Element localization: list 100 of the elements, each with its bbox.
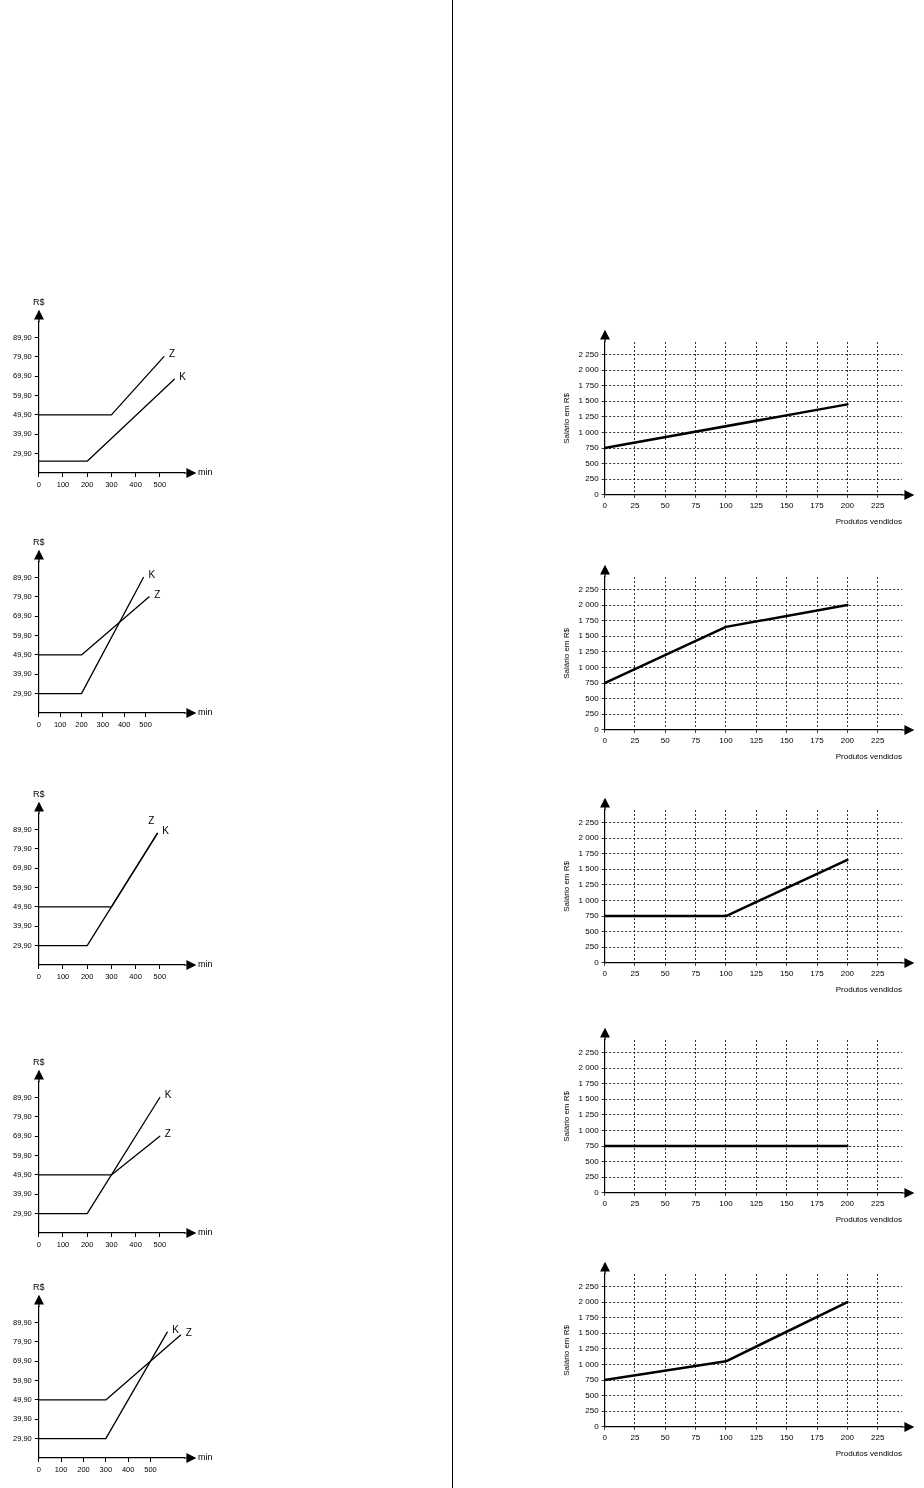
y-tick-label: 250: [585, 474, 600, 484]
series-label: Z: [154, 588, 161, 600]
y-tick-label: 750: [585, 678, 600, 688]
x-tick-label: 225: [871, 1432, 885, 1442]
series-label: K: [162, 825, 170, 837]
x-tick-label: 75: [691, 968, 701, 978]
x-tick-label: 200: [840, 968, 855, 978]
y-tick-label: 1 750: [578, 1078, 600, 1088]
x-tick-label: 200: [840, 1198, 855, 1208]
x-tick-label: 225: [871, 500, 885, 510]
x-tick-label: 75: [691, 500, 701, 510]
x-tick-label: 225: [871, 1198, 885, 1208]
x-tick-label: 150: [780, 1198, 794, 1208]
y-tick-label: 2 250: [578, 349, 600, 359]
x-axis-title: min: [198, 707, 213, 718]
y-tick-label: 1 500: [578, 631, 600, 641]
x-tick-label: 75: [691, 1432, 701, 1442]
x-tick-label: 25: [630, 1198, 640, 1208]
y-tick-label: 1 750: [578, 380, 600, 390]
series-label: Z: [185, 1326, 192, 1338]
y-tick-label: 500: [585, 926, 600, 936]
y-tick-label: 250: [585, 942, 600, 952]
y-tick-label: 1 000: [578, 662, 600, 672]
y-tick-label: 500: [585, 1390, 600, 1400]
x-axis-title: min: [198, 959, 213, 970]
y-tick-label: 2 250: [578, 584, 600, 594]
x-tick-label: 50: [660, 1198, 671, 1208]
series-label: K: [179, 371, 187, 383]
series-label: K: [172, 1323, 180, 1335]
x-tick-label: 25: [630, 1432, 640, 1442]
y-tick-label: 1 250: [578, 880, 600, 890]
x-tick-label: 25: [630, 735, 640, 745]
y-tick-label: 250: [585, 1172, 600, 1182]
y-tick-label: 1 000: [578, 427, 600, 437]
x-tick-label: 175: [810, 735, 825, 745]
y-tick-label: 2 000: [578, 365, 600, 375]
x-tick-label: 100: [719, 500, 734, 510]
y-axis-title: R$: [33, 1057, 45, 1068]
y-tick-label: 1 000: [578, 895, 600, 905]
y-tick-label: 2 000: [578, 1063, 600, 1073]
x-tick-label: 50: [660, 735, 671, 745]
y-axis-title: Salário em R$: [562, 392, 571, 444]
x-tick-label: 175: [810, 500, 825, 510]
series-label: Z: [168, 348, 176, 360]
x-tick-label: 50: [660, 500, 671, 510]
y-tick-label: 1 250: [578, 1110, 600, 1120]
x-tick-label: 75: [691, 735, 701, 745]
y-tick-label: 1 500: [578, 1094, 600, 1104]
y-tick-label: 1 750: [578, 615, 600, 625]
x-axis-title: Produtos vendidos: [835, 1215, 902, 1225]
x-tick-label: 0: [602, 1432, 608, 1442]
series-label: Z: [148, 815, 155, 827]
x-tick-label: 0: [602, 968, 608, 978]
x-tick-label: 175: [810, 968, 825, 978]
y-tick-label: 500: [585, 693, 600, 703]
y-tick-label: 2 000: [578, 1297, 600, 1307]
series-label: K: [164, 1089, 172, 1101]
x-axis-title: Produtos vendidos: [835, 1449, 902, 1459]
y-axis-title: R$: [33, 297, 45, 308]
y-axis-title: Salário em R$: [562, 627, 571, 679]
x-tick-label: 75: [691, 1198, 701, 1208]
y-tick-label: 1 250: [578, 1344, 600, 1354]
x-axis-title: Produtos vendidos: [835, 752, 902, 762]
x-tick-label: 200: [840, 735, 855, 745]
y-tick-label: 750: [585, 443, 600, 453]
x-axis-title: Produtos vendidos: [835, 985, 902, 995]
x-tick-label: 125: [749, 500, 764, 510]
x-tick-label: 200: [840, 1432, 855, 1442]
x-tick-label: 175: [810, 1432, 825, 1442]
x-tick-label: 100: [719, 1198, 734, 1208]
y-axis-title: R$: [33, 789, 45, 800]
y-tick-label: 0: [594, 490, 600, 499]
x-tick-label: 150: [780, 500, 794, 510]
y-tick-label: 2 250: [578, 817, 600, 827]
x-axis-title: min: [198, 467, 213, 478]
x-tick-label: 125: [749, 1198, 764, 1208]
y-tick-label: 1 250: [578, 647, 600, 657]
x-tick-label: 125: [749, 968, 764, 978]
x-tick-label: 225: [871, 735, 885, 745]
y-tick-label: 1 250: [578, 412, 600, 422]
series-label: K: [148, 569, 156, 581]
y-tick-label: 250: [585, 1406, 600, 1416]
y-tick-label: 1 000: [578, 1125, 600, 1135]
y-tick-label: 250: [585, 709, 600, 719]
y-axis-title: Salário em R$: [562, 1324, 571, 1376]
x-tick-label: 0: [602, 500, 608, 510]
y-tick-label: 2 000: [578, 600, 600, 610]
y-tick-label: 0: [594, 1188, 600, 1197]
y-tick-label: 750: [585, 1141, 600, 1151]
y-axis-title: R$: [33, 537, 45, 548]
x-axis-title: min: [198, 1227, 213, 1238]
y-tick-label: 500: [585, 458, 600, 468]
y-tick-label: 1 500: [578, 396, 600, 406]
y-tick-label: 1 500: [578, 864, 600, 874]
x-axis-title: Produtos vendidos: [835, 517, 902, 527]
x-tick-label: 175: [810, 1198, 825, 1208]
x-tick-label: 0: [602, 735, 608, 745]
y-tick-label: 1 750: [578, 1312, 600, 1322]
x-tick-label: 225: [871, 968, 885, 978]
x-tick-label: 125: [749, 1432, 764, 1442]
